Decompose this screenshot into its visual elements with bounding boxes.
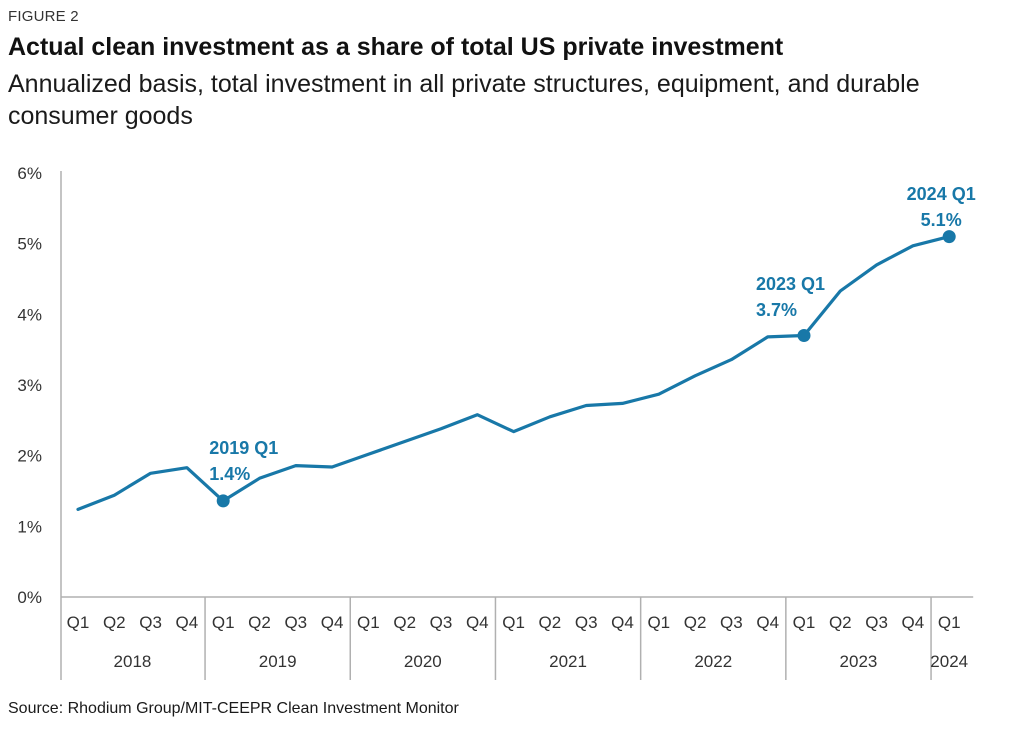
year-label: 2018 <box>114 652 152 671</box>
x-tick-label: Q4 <box>321 613 344 632</box>
annotation-label: 2023 Q1 <box>756 274 825 294</box>
x-tick-label: Q4 <box>756 613 779 632</box>
source-note: Source: Rhodium Group/MIT-CEEPR Clean In… <box>8 700 459 717</box>
x-tick-label: Q2 <box>393 613 416 632</box>
x-tick-label: Q1 <box>647 613 670 632</box>
x-tick-label: Q4 <box>466 613 489 632</box>
x-tick-label: Q3 <box>575 613 598 632</box>
x-tick-label: Q1 <box>793 613 816 632</box>
x-tick-label: Q1 <box>67 613 90 632</box>
y-tick-label: 1% <box>17 517 42 536</box>
y-tick-label: 4% <box>17 305 42 324</box>
chart-title: Actual clean investment as a share of to… <box>8 33 784 61</box>
chart-subtitle: Annualized basis, total investment in al… <box>8 70 920 130</box>
x-tick-label: Q2 <box>684 613 707 632</box>
x-tick-label: Q1 <box>938 613 961 632</box>
x-tick-label: Q3 <box>430 613 453 632</box>
year-label: 2023 <box>840 652 878 671</box>
annotation-value: 1.4% <box>209 464 250 484</box>
y-tick-label: 6% <box>17 164 42 183</box>
x-tick-label: Q4 <box>611 613 634 632</box>
y-tick-label: 0% <box>17 588 42 607</box>
x-tick-label: Q2 <box>103 613 126 632</box>
year-label: 2022 <box>694 652 732 671</box>
y-tick-label: 5% <box>17 235 42 254</box>
x-tick-label: Q2 <box>248 613 271 632</box>
year-label: 2019 <box>259 652 297 671</box>
annotation-value: 3.7% <box>756 300 797 320</box>
y-tick-label: 2% <box>17 447 42 466</box>
x-tick-label: Q1 <box>502 613 525 632</box>
data-point-marker <box>216 494 230 508</box>
data-point-marker <box>942 230 956 244</box>
annotation-label: 2024 Q1 <box>907 184 976 204</box>
x-tick-label: Q3 <box>284 613 307 632</box>
x-tick-label: Q1 <box>212 613 235 632</box>
x-tick-label: Q2 <box>829 613 852 632</box>
x-tick-label: Q2 <box>539 613 562 632</box>
x-tick-label: Q1 <box>357 613 380 632</box>
figure-label: FIGURE 2 <box>8 8 79 25</box>
year-label: 2020 <box>404 652 442 671</box>
x-tick-label: Q3 <box>865 613 888 632</box>
data-point-marker <box>797 329 811 343</box>
x-tick-label: Q4 <box>176 613 199 632</box>
year-label: 2024 <box>930 652 968 671</box>
y-tick-label: 3% <box>17 376 42 395</box>
x-tick-label: Q3 <box>139 613 162 632</box>
x-tick-label: Q4 <box>902 613 925 632</box>
annotation-value: 5.1% <box>921 210 962 230</box>
annotation-label: 2019 Q1 <box>209 438 278 458</box>
year-label: 2021 <box>549 652 587 671</box>
x-tick-label: Q3 <box>720 613 743 632</box>
